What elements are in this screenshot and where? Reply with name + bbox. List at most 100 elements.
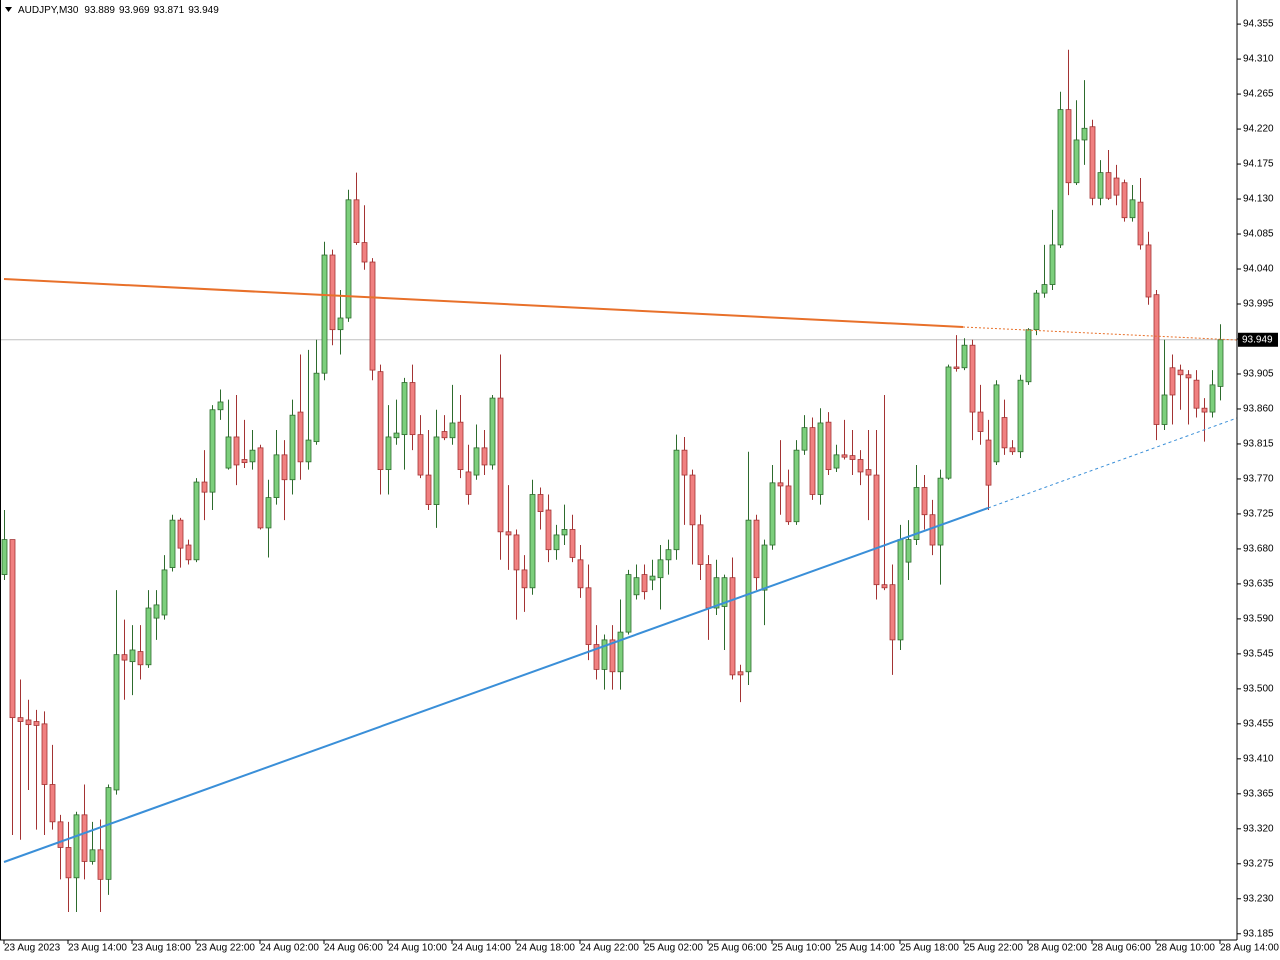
candle-body xyxy=(1201,407,1208,413)
y-tick-label: 93.320 xyxy=(1243,823,1274,834)
candle-body xyxy=(281,454,288,481)
x-tick-label: 28 Aug 06:00 xyxy=(1092,943,1151,954)
x-tick-label: 25 Aug 02:00 xyxy=(644,943,703,954)
candle-body xyxy=(113,654,120,791)
candle-body xyxy=(953,366,960,369)
candle-body xyxy=(49,784,56,823)
x-tick-label: 24 Aug 22:00 xyxy=(580,943,639,954)
x-tick-label: 28 Aug 14:00 xyxy=(1220,943,1279,954)
candle-body xyxy=(561,529,568,536)
candle-body xyxy=(889,584,896,641)
candle-body xyxy=(241,459,248,464)
candle-body xyxy=(1041,284,1048,294)
candle-body xyxy=(625,574,632,633)
candle-body xyxy=(537,494,544,512)
header-open: 93.889 xyxy=(84,5,115,16)
candle-body xyxy=(1065,109,1072,184)
candle-body xyxy=(673,449,680,551)
x-tick-label: 24 Aug 06:00 xyxy=(324,943,383,954)
candle-body xyxy=(913,487,920,540)
candle-body xyxy=(209,409,216,493)
candle-body xyxy=(1129,199,1136,219)
candle-body xyxy=(1121,182,1128,219)
candle-body xyxy=(417,434,424,476)
candle-body xyxy=(577,559,584,589)
candle-body xyxy=(313,372,320,443)
candle-body xyxy=(257,447,264,529)
candle-body xyxy=(737,671,744,676)
candle-body xyxy=(121,654,128,661)
y-tick-label: 93.860 xyxy=(1243,404,1274,415)
candle-body xyxy=(289,414,296,481)
candle-body xyxy=(337,317,344,331)
candle-body xyxy=(633,577,640,596)
support-line xyxy=(3,507,989,863)
candle-body xyxy=(1177,369,1184,376)
candle-body xyxy=(785,485,792,523)
candle-body xyxy=(169,519,176,568)
candle-body xyxy=(17,717,24,722)
candle-body xyxy=(801,427,808,451)
support-extension xyxy=(987,417,1238,509)
candle-body xyxy=(657,559,664,579)
x-tick-label: 25 Aug 22:00 xyxy=(964,943,1023,954)
candle-body xyxy=(1,539,8,575)
candle-body xyxy=(409,382,416,436)
candle-body xyxy=(1137,201,1144,246)
y-tick-label: 94.040 xyxy=(1243,264,1274,275)
candle-body xyxy=(1097,172,1104,199)
candle-body xyxy=(265,497,272,529)
candle-body xyxy=(849,455,856,460)
candle-body xyxy=(1145,244,1152,298)
candle-body xyxy=(137,651,144,666)
candle-body xyxy=(385,436,392,471)
collapse-icon[interactable] xyxy=(5,7,12,12)
y-tick-label: 94.175 xyxy=(1243,159,1274,170)
candle-body xyxy=(25,719,32,726)
resistance-line xyxy=(3,278,964,328)
candle-body xyxy=(329,254,336,331)
candle-body xyxy=(761,544,768,591)
candle-body xyxy=(969,344,976,413)
candle-body xyxy=(97,849,104,880)
candle-body xyxy=(873,474,880,586)
y-tick-label: 93.500 xyxy=(1243,684,1274,695)
candle-body xyxy=(321,254,328,374)
candle-body xyxy=(1105,172,1112,199)
price-box-label: 93.949 xyxy=(1242,334,1273,345)
candle-body xyxy=(601,639,608,670)
candle-body xyxy=(1025,329,1032,383)
candle-body xyxy=(841,454,848,458)
candle-body xyxy=(1153,294,1160,425)
candle-body xyxy=(833,454,840,469)
candle-body xyxy=(401,382,408,436)
candle-body xyxy=(481,447,488,466)
y-tick-label: 93.365 xyxy=(1243,788,1274,799)
candle-body xyxy=(161,569,168,616)
candle-body xyxy=(153,604,160,619)
candle-body xyxy=(609,639,616,673)
candle-body xyxy=(529,494,536,589)
candle-body xyxy=(865,469,872,476)
x-tick-label: 25 Aug 10:00 xyxy=(772,943,831,954)
candle-body xyxy=(641,574,648,593)
candle-body xyxy=(713,577,720,609)
y-tick-label: 93.635 xyxy=(1243,579,1274,590)
candle-body xyxy=(729,577,736,676)
candle-body xyxy=(425,474,432,505)
x-tick-label: 25 Aug 18:00 xyxy=(900,943,959,954)
y-tick-label: 93.905 xyxy=(1243,369,1274,380)
y-tick-label: 93.995 xyxy=(1243,299,1274,310)
candle-body xyxy=(945,366,952,479)
candle-body xyxy=(1009,447,1016,453)
candle-body xyxy=(1089,126,1096,199)
candle-body xyxy=(521,569,528,589)
candle-body xyxy=(1057,109,1064,246)
y-tick-label: 94.355 xyxy=(1243,19,1274,30)
candle-body xyxy=(233,436,240,466)
candle-body xyxy=(193,481,200,561)
candle-body xyxy=(1017,379,1024,453)
candle-body xyxy=(825,421,832,471)
y-tick-label: 94.220 xyxy=(1243,124,1274,135)
